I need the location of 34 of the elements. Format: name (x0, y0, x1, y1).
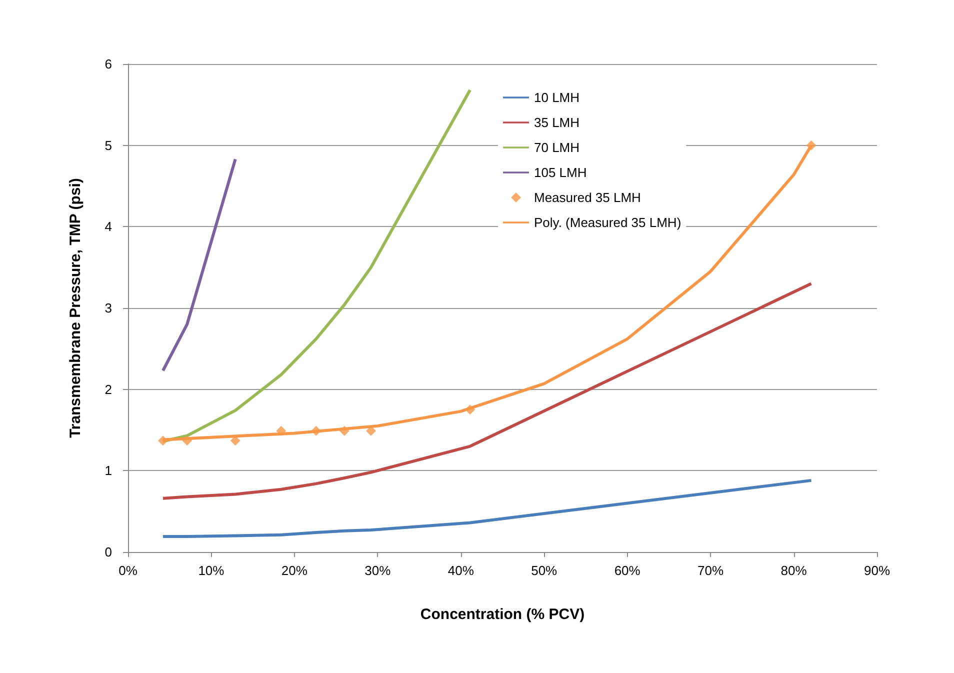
y-tick-label: 2 (104, 382, 112, 397)
legend-label: 35 LMH (534, 115, 580, 130)
x-tick-label: 20% (281, 563, 308, 578)
x-axis-title: Concentration (% PCV) (420, 606, 585, 623)
x-tick-label: 80% (780, 563, 808, 578)
legend-label: 105 LMH (534, 165, 587, 180)
y-tick-label: 0 (104, 544, 112, 560)
point (339, 426, 350, 436)
legend-label: 10 LMH (534, 90, 580, 105)
x-tick-label: 30% (364, 563, 392, 578)
line-series (161, 282, 813, 500)
legend-label: Poly. (Measured 35 LMH) (534, 215, 682, 230)
legend-label: 70 LMH (534, 140, 580, 155)
point (465, 404, 476, 415)
x-tick-label: 10% (198, 563, 225, 578)
x-tick-label: 50% (531, 563, 558, 578)
x-tick-label: 60% (614, 563, 641, 578)
line-series (161, 478, 813, 538)
point (182, 436, 192, 446)
y-tick-label: 6 (104, 56, 112, 72)
y-tick-label: 4 (104, 219, 112, 234)
point (311, 426, 322, 436)
y-axis-title: Transmembrane Pressure, TMP (psi) (67, 178, 84, 438)
point (276, 426, 286, 436)
x-tick-label: 0% (118, 563, 138, 578)
y-tick-label: 1 (104, 463, 112, 478)
x-tick-label: 70% (698, 563, 724, 578)
y-tick-label: 3 (104, 300, 112, 316)
x-tick-label: 90% (864, 563, 890, 578)
legend-label: Measured 35 LMH (534, 190, 641, 205)
y-tick-label: 5 (104, 138, 112, 153)
point (158, 436, 168, 446)
x-tick-label: 40% (448, 563, 474, 578)
point (806, 140, 816, 150)
